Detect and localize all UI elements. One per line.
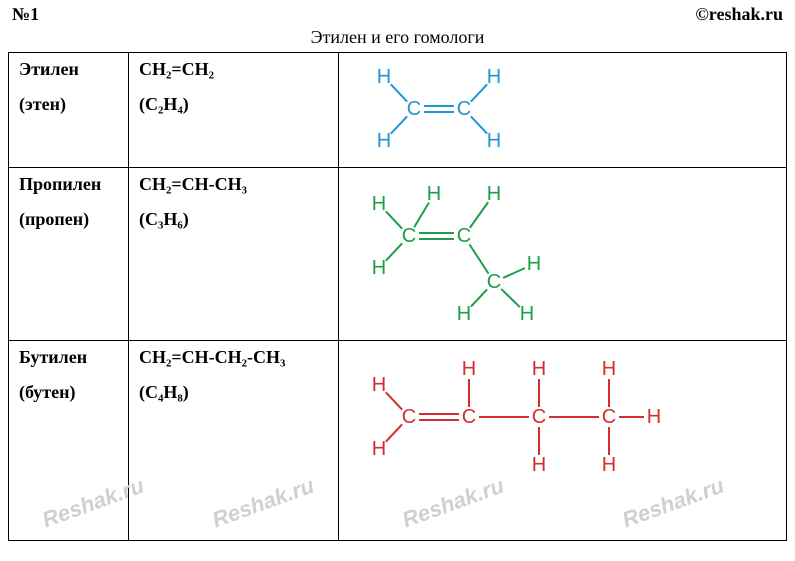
svg-text:H: H xyxy=(377,66,391,88)
svg-text:C: C xyxy=(402,406,416,428)
compound-name-cell: Пропилен (пропен) xyxy=(9,168,129,341)
svg-text:H: H xyxy=(372,374,386,396)
svg-text:H: H xyxy=(487,183,501,205)
compound-alt-name: (этен) xyxy=(19,94,66,114)
compound-name: Этилен xyxy=(19,59,118,80)
svg-text:H: H xyxy=(377,130,391,152)
compound-name: Пропилен xyxy=(19,174,118,195)
svg-text:C: C xyxy=(457,98,471,120)
compound-alt-name: (бутен) xyxy=(19,382,76,402)
compound-name-cell: Бутилен (бутен) xyxy=(9,341,129,541)
svg-text:C: C xyxy=(462,406,476,428)
compound-name-cell: Этилен (этен) xyxy=(9,53,129,168)
formula-cell: CH₂=CH-CH₂-CH₃ (C₄H₈) xyxy=(129,341,339,541)
svg-text:C: C xyxy=(457,225,471,247)
molecular-formula: (C₄H₈) xyxy=(139,382,328,403)
table-row: Этилен(этен)CH₂=CH₂(C₂H₄)CCHHHH xyxy=(9,53,787,168)
svg-text:H: H xyxy=(647,406,661,428)
svg-text:H: H xyxy=(602,358,616,380)
molecular-formula: (C₂H₄) xyxy=(139,94,328,115)
svg-text:H: H xyxy=(427,183,441,205)
structural-formula: CH₂=CH-CH₃ xyxy=(139,174,328,195)
molecule-diagram: CCCCHHHHHHHH xyxy=(349,347,669,487)
svg-text:H: H xyxy=(462,358,476,380)
svg-text:H: H xyxy=(532,454,546,476)
svg-text:H: H xyxy=(527,253,541,275)
compound-name: Бутилен xyxy=(19,347,118,368)
table-row: Пропилен(пропен)CH₂=CH-CH₃(C₃H₆)CCCHHHHH… xyxy=(9,168,787,341)
svg-text:C: C xyxy=(487,271,501,293)
svg-text:H: H xyxy=(520,303,534,325)
svg-text:H: H xyxy=(602,454,616,476)
structure-cell: CCCHHHHHHH xyxy=(339,168,787,341)
structural-formula: CH₂=CH-CH₂-CH₃ xyxy=(139,347,328,368)
svg-text:C: C xyxy=(402,225,416,247)
formula-cell: CH₂=CH₂ (C₂H₄) xyxy=(129,53,339,168)
copyright-text: ©reshak.ru xyxy=(695,4,783,25)
formula-cell: CH₂=CH-CH₃ (C₃H₆) xyxy=(129,168,339,341)
structure-cell: CCCCHHHHHHHH xyxy=(339,341,787,541)
molecule-diagram: CCCHHHHHHH xyxy=(349,174,569,334)
svg-text:H: H xyxy=(487,66,501,88)
table-title: Этилен и его гомологи xyxy=(0,25,795,52)
svg-text:C: C xyxy=(602,406,616,428)
svg-text:H: H xyxy=(372,257,386,279)
exercise-number: №1 xyxy=(12,4,39,25)
structure-cell: CCHHHH xyxy=(339,53,787,168)
svg-text:H: H xyxy=(372,438,386,460)
structural-formula: CH₂=CH₂ xyxy=(139,59,328,80)
table-row: Бутилен(бутен)CH₂=CH-CH₂-CH₃(C₄H₈)CCCCHH… xyxy=(9,341,787,541)
compound-alt-name: (пропен) xyxy=(19,209,89,229)
molecular-formula: (C₃H₆) xyxy=(139,209,328,230)
svg-text:H: H xyxy=(457,303,471,325)
molecule-diagram: CCHHHH xyxy=(349,59,529,159)
svg-text:C: C xyxy=(407,98,421,120)
svg-text:C: C xyxy=(532,406,546,428)
homologs-table: Этилен(этен)CH₂=CH₂(C₂H₄)CCHHHHПропилен(… xyxy=(8,52,787,541)
svg-text:H: H xyxy=(532,358,546,380)
svg-text:H: H xyxy=(487,130,501,152)
svg-text:H: H xyxy=(372,193,386,215)
